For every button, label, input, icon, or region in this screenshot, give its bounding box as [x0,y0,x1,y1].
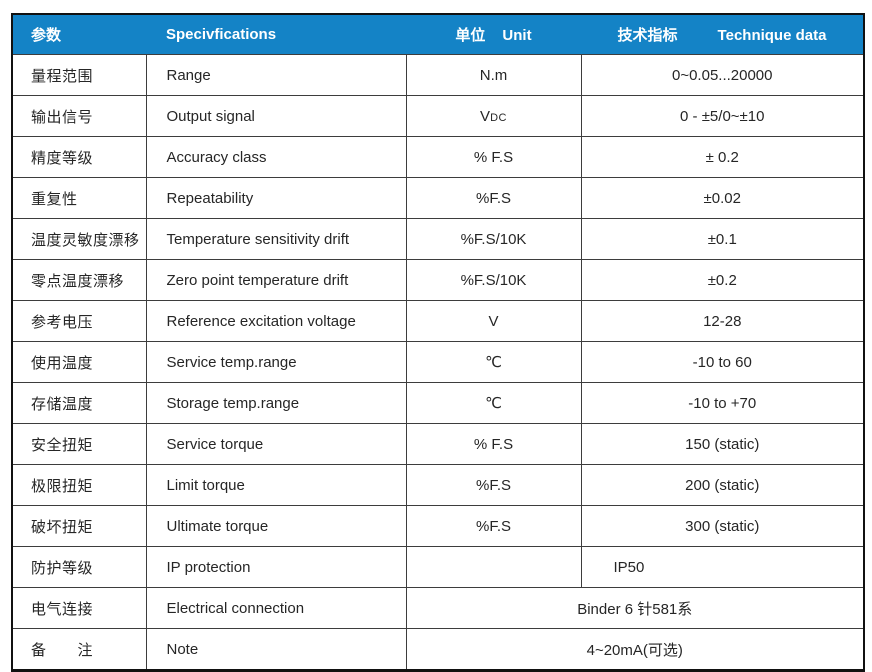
table-row-limit-torque: 极限扭矩 Limit torque %F.S 200 (static) [11,464,865,506]
param-cell: 使用温度 [11,341,147,383]
header-spec-en: Specivfications [166,26,277,43]
table-row-reference-excitation-voltage: 参考电压 Reference excitation voltage V 12-2… [11,300,865,342]
value-cell-merged: 4~20mA(可选) [405,628,865,671]
unit-cell: % F.S [405,423,582,465]
spec-table-container: 参数 Specivfications 单位 Unit 技术指标 Technique … [11,13,865,672]
table-row-service-temp-range: 使用温度 Service temp.range ℃ -10 to 60 [11,341,865,383]
spec-cell: Accuracy class [145,136,407,178]
spec-cell: Reference excitation voltage [145,300,407,342]
header-technique-data: 技术指标 Technique data [581,14,864,55]
param-cell: 安全扭矩 [11,423,147,465]
header-tech-zh: 技术指标 [617,27,678,44]
spec-cell: Service temp.range [145,341,407,383]
param-cell: 输出信号 [11,95,147,137]
header-row: 参数 Specivfications 单位 Unit 技术指标 Technique … [12,14,864,55]
header-unit-en: Unit [502,27,532,44]
value-cell: ±0.2 [580,259,865,301]
spec-cell: Repeatability [145,177,407,219]
spec-cell: IP protection [145,546,407,588]
value-cell: 200 (static) [580,464,865,506]
value-cell: 150 (static) [580,423,865,465]
header-tech-en: Technique data [717,27,827,44]
table-body: 量程范围 Range N.m 0~0.05...20000 输出信号 Outpu… [11,54,865,671]
header-param: 参数 [12,14,146,55]
unit-cell: %F.S [405,464,582,506]
unit-cell: N.m [405,54,582,96]
spec-cell: Service torque [145,423,407,465]
unit-cell: ℃ [405,341,582,383]
param-cell: 极限扭矩 [11,464,147,506]
table-row-range: 量程范围 Range N.m 0~0.05...20000 [11,54,865,96]
param-cell: 参考电压 [11,300,147,342]
value-cell: IP50 [580,546,865,588]
table-row-output-signal: 输出信号 Output signal VDC 0 - ±5/0~±10 [11,95,865,137]
table-row-service-torque: 安全扭矩 Service torque % F.S 150 (static) [11,423,865,465]
param-cell: 温度灵敏度漂移 [11,218,147,260]
table-row-temperature-sensitivity-drift: 温度灵敏度漂移 Temperature sensitivity drift %F… [11,218,865,260]
specification-table: 参数 Specivfications 单位 Unit 技术指标 Technique … [11,13,865,672]
unit-main: V [480,107,491,125]
value-cell: 300 (static) [580,505,865,547]
table-row-ip-protection: 防护等级 IP protection IP50 [11,546,865,588]
header-unit: 单位 Unit [406,14,581,55]
spec-cell: Storage temp.range [145,382,407,424]
table-row-note: 备 注 Note 4~20mA(可选) [11,628,865,671]
table-row-accuracy-class: 精度等级 Accuracy class % F.S ± 0.2 [11,136,865,178]
spec-cell: Electrical connection [145,587,407,629]
header-param-zh: 参数 [31,27,62,44]
header-unit-zh: 单位 [455,27,486,44]
table-row-zero-point-temperature-drift: 零点温度漂移 Zero point temperature drift %F.S… [11,259,865,301]
header-specifications: Specivfications [146,14,406,55]
table-row-electrical-connection: 电气连接 Electrical connection Binder 6 针581… [11,587,865,629]
value-cell: 12-28 [580,300,865,342]
spec-cell: Output signal [145,95,407,137]
spec-cell: Limit torque [145,464,407,506]
param-cell: 存储温度 [11,382,147,424]
unit-cell: % F.S [405,136,582,178]
value-cell-merged: Binder 6 针581系 [405,587,865,629]
unit-cell: %F.S/10K [405,218,582,260]
value-cell: ±0.1 [580,218,865,260]
param-cell: 防护等级 [11,546,147,588]
spec-cell: Ultimate torque [145,505,407,547]
value-cell: ±0.02 [580,177,865,219]
value-cell: 0~0.05...20000 [580,54,865,96]
spec-cell: Zero point temperature drift [145,259,407,301]
spec-cell: Note [145,628,407,671]
value-cell: ± 0.2 [580,136,865,178]
value-cell: -10 to 60 [580,341,865,383]
unit-cell: %F.S/10K [405,259,582,301]
table-header: 参数 Specivfications 单位 Unit 技术指标 Technique … [12,14,864,55]
unit-cell-empty [405,546,582,588]
param-cell: 破坏扭矩 [11,505,147,547]
unit-cell: VDC [405,95,582,137]
unit-cell: ℃ [405,382,582,424]
param-cell: 量程范围 [11,54,147,96]
table-row-storage-temp-range: 存储温度 Storage temp.range ℃ -10 to +70 [11,382,865,424]
param-cell: 零点温度漂移 [11,259,147,301]
param-cell: 备 注 [11,628,147,671]
value-cell: -10 to +70 [580,382,865,424]
param-cell: 精度等级 [11,136,147,178]
param-cell: 电气连接 [11,587,147,629]
table-row-repeatability: 重复性 Repeatability %F.S ±0.02 [11,177,865,219]
value-cell: 0 - ±5/0~±10 [580,95,865,137]
param-cell: 重复性 [11,177,147,219]
unit-subscript: DC [490,111,507,124]
table-row-ultimate-torque: 破坏扭矩 Ultimate torque %F.S 300 (static) [11,505,865,547]
unit-cell: %F.S [405,177,582,219]
unit-cell: V [405,300,582,342]
unit-cell: %F.S [405,505,582,547]
spec-cell: Range [145,54,407,96]
spec-cell: Temperature sensitivity drift [145,218,407,260]
